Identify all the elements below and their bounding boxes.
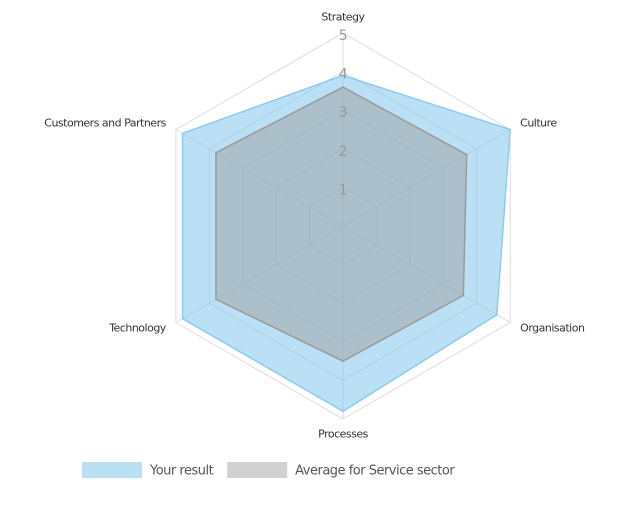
tick-label: 4 <box>339 67 348 83</box>
category-label: Processes <box>318 428 368 441</box>
tick-label: 5 <box>339 28 347 44</box>
tick-label: 1 <box>339 182 347 198</box>
legend-swatch <box>227 462 288 478</box>
category-label: Organisation <box>520 321 585 334</box>
legend-label: Average for Service sector <box>295 464 455 479</box>
series-area <box>215 86 468 362</box>
legend-swatch <box>82 462 142 478</box>
legend-label: Your result <box>149 464 214 479</box>
tick-label: 2 <box>339 144 347 160</box>
series-area <box>181 74 511 413</box>
category-label: Customers and Partners <box>44 117 166 130</box>
tick-label: 3 <box>339 105 347 121</box>
category-label: Technology <box>108 321 167 334</box>
category-label: Strategy <box>321 10 365 23</box>
category-label: Culture <box>520 117 557 130</box>
